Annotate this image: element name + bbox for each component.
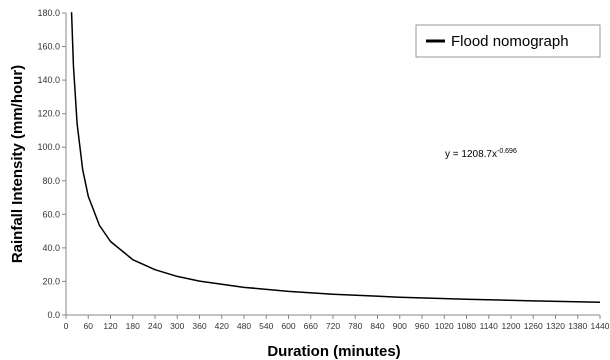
x-tick-label: 1260 [524,321,543,331]
y-tick-label: 160.0 [37,42,60,52]
x-tick-label: 660 [304,321,318,331]
x-tick-label: 1440 [591,321,610,331]
x-tick-label: 960 [415,321,429,331]
y-tick-label: 40.0 [42,243,60,253]
x-tick-label: 360 [192,321,206,331]
legend-label: Flood nomograph [451,33,569,50]
legend-box [415,24,601,58]
x-axis-title: Duration (minutes) [267,343,400,360]
x-tick-label: 900 [393,321,407,331]
y-axis-ticks: 0.0 20.0 40.0 60.0 80.0 100.0 120.0 140.0 160.0 1… [37,8,66,320]
equation-text: y = 1208.7x [445,149,497,160]
equation-annotation: y = 1208.7x-0.696 [445,148,517,160]
legend: Flood nomograph [415,24,601,58]
x-tick-label: 720 [326,321,340,331]
y-tick-label: 60.0 [42,209,60,219]
x-tick-label: 1380 [568,321,587,331]
x-axis-ticks: 0 60 120 180 240 300 360 420 480 540 600 660 720 780 8… [64,315,610,331]
x-tick-label: 420 [215,321,229,331]
x-tick-label: 1320 [546,321,565,331]
x-tick-label: 1080 [457,321,476,331]
series-line-flood-nomograph [70,12,601,303]
x-tick-label: 1020 [435,321,454,331]
x-tick-label: 600 [281,321,295,331]
x-tick-label: 1200 [502,321,521,331]
y-axis-title: Rainfall Intensity (mm/hour) [9,65,26,263]
x-tick-label: 60 [84,321,94,331]
x-tick-label: 240 [148,321,162,331]
y-tick-label: 20.0 [42,276,60,286]
x-tick-label: 1140 [480,321,499,331]
x-tick-label: 540 [259,321,273,331]
equation-exponent: -0.696 [497,148,517,155]
y-tick-label: 0.0 [47,310,60,320]
y-tick-label: 100.0 [37,142,60,152]
y-tick-label: 120.0 [37,109,60,119]
x-tick-label: 0 [64,321,69,331]
y-tick-label: 140.0 [37,75,60,85]
x-tick-label: 780 [348,321,362,331]
x-tick-label: 120 [103,321,117,331]
x-tick-label: 840 [370,321,384,331]
x-tick-label: 180 [126,321,140,331]
y-tick-label: 80.0 [42,176,60,186]
x-tick-label: 300 [170,321,184,331]
y-tick-label: 180.0 [37,8,60,18]
x-tick-label: 480 [237,321,251,331]
